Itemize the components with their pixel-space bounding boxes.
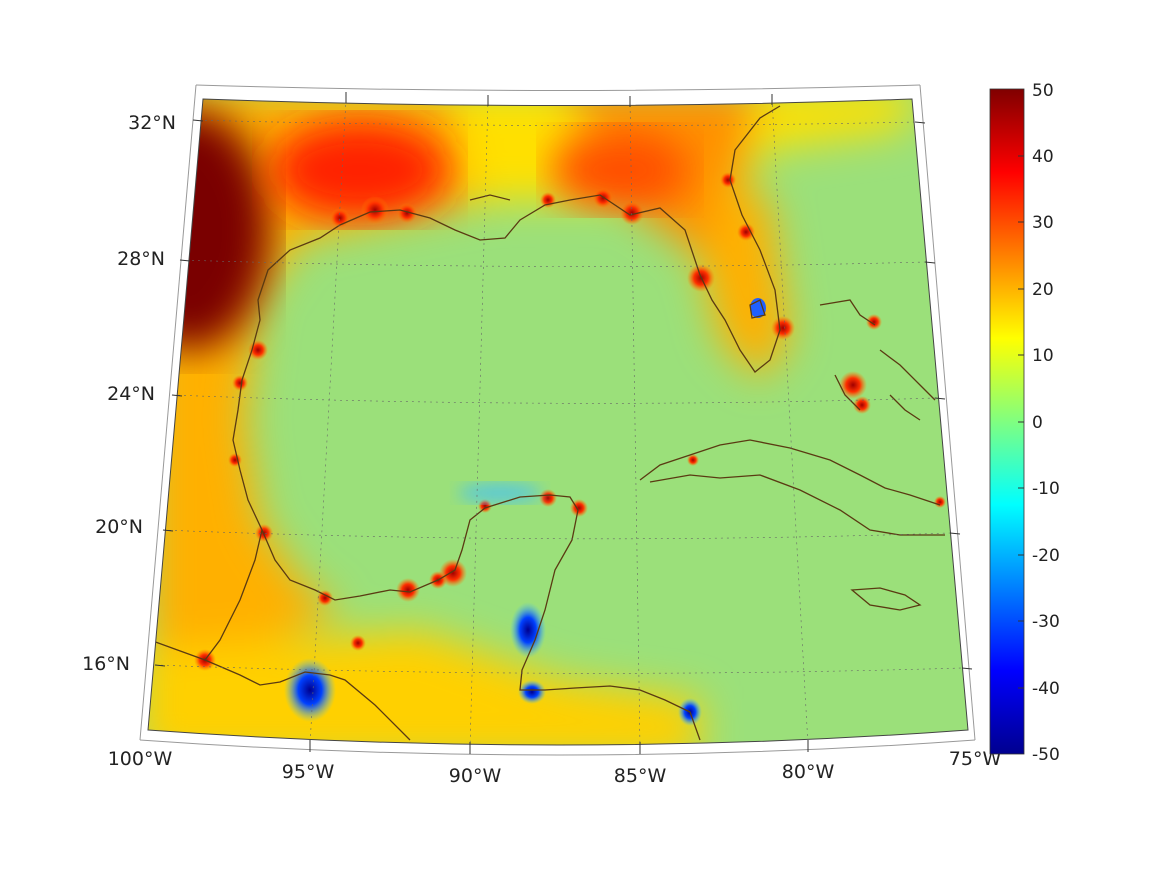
lat-label-16: 16°N: [82, 653, 130, 675]
hot-spots: [194, 172, 946, 671]
map-field: [148, 99, 968, 745]
lon-label-80: 80°W: [782, 761, 835, 783]
lon-labels: 100°W 95°W 90°W 85°W 80°W 75°W: [108, 748, 1002, 787]
colorbar-tick-label: -10: [1032, 479, 1060, 499]
colorbar-tick-label: 0: [1032, 413, 1043, 433]
lon-label-95: 95°W: [282, 761, 335, 783]
colorbar-tick-label: 30: [1032, 213, 1054, 233]
colorbar-tick-label: 50: [1032, 81, 1054, 101]
colorbar-tick-label: 10: [1032, 346, 1054, 366]
map-frame: [139, 84, 976, 756]
colorbar-tick-label: 20: [1032, 280, 1054, 300]
lon-label-85: 85°W: [614, 765, 667, 787]
graticule: [154, 99, 963, 745]
colorbar-tick-label: -30: [1032, 612, 1060, 632]
lat-label-20: 20°N: [95, 516, 143, 538]
lat-label-32: 32°N: [128, 112, 176, 134]
colorbar-tick-label: -50: [1032, 745, 1060, 765]
lon-label-75: 75°W: [949, 748, 1002, 770]
colorbar-tick-label: -20: [1032, 546, 1060, 566]
colorbar: 50 40 30 20 10 0 -10 -20 -30 -40 -50: [989, 81, 1060, 765]
colorbar-tick-label: -40: [1032, 679, 1060, 699]
lat-label-28: 28°N: [117, 248, 165, 270]
colorbar-tick-label: 40: [1032, 147, 1054, 167]
lon-label-100: 100°W: [108, 748, 173, 770]
cold-spots: [284, 298, 766, 726]
lon-label-90: 90°W: [449, 765, 502, 787]
lat-labels: 32°N 28°N 24°N 20°N 16°N: [82, 112, 176, 675]
lat-label-24: 24°N: [107, 383, 155, 405]
